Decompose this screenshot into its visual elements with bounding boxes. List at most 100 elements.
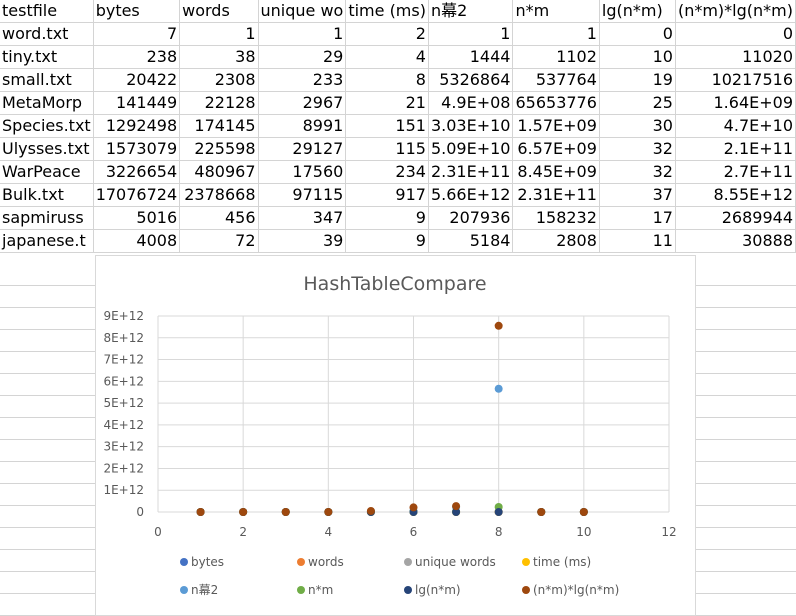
data-point[interactable] [196,508,205,516]
table-cell[interactable]: 21 [345,91,429,115]
column-header[interactable]: unique wo [258,0,347,23]
table-cell[interactable]: 234 [345,160,429,184]
table-cell[interactable]: 2308 [179,68,259,92]
table-cell[interactable]: Bulk.txt [0,183,94,207]
column-header[interactable]: bytes [93,0,181,23]
data-point[interactable] [579,508,588,516]
table-cell[interactable]: 8991 [258,114,347,138]
table-cell[interactable]: 29127 [258,137,347,161]
table-cell[interactable]: 1 [179,22,259,46]
table-cell[interactable]: MetaMorp [0,91,94,115]
table-cell[interactable]: 2689944 [675,206,796,230]
column-header[interactable]: words [179,0,259,23]
table-cell[interactable]: 8.45E+09 [512,160,600,184]
data-point[interactable] [494,508,503,516]
table-cell[interactable]: 1573079 [93,137,181,161]
table-cell[interactable]: 25 [599,91,676,115]
table-cell[interactable]: tiny.txt [0,45,94,69]
table-cell[interactable]: 32 [599,137,676,161]
table-cell[interactable]: word.txt [0,22,94,46]
table-cell[interactable]: 151 [345,114,429,138]
table-cell[interactable]: 29 [258,45,347,69]
table-cell[interactable]: sapmiruss [0,206,94,230]
data-point[interactable] [324,507,333,516]
table-cell[interactable]: WarPeace [0,160,94,184]
table-cell[interactable]: 2.7E+11 [675,160,796,184]
table-cell[interactable]: 1444 [428,45,514,69]
table-cell[interactable]: 3226654 [93,160,181,184]
table-cell[interactable]: 5.66E+12 [428,183,514,207]
table-cell[interactable]: 38 [179,45,259,69]
data-point[interactable] [409,503,418,512]
table-cell[interactable]: 8 [345,68,429,92]
table-cell[interactable]: 233 [258,68,347,92]
column-header[interactable]: time (ms) [345,0,429,23]
table-cell[interactable]: 238 [93,45,181,69]
table-cell[interactable]: 5.09E+10 [428,137,514,161]
table-cell[interactable]: 10 [599,45,676,69]
table-cell[interactable]: 1292498 [93,114,181,138]
table-cell[interactable]: 2 [345,22,429,46]
table-cell[interactable]: 1 [258,22,347,46]
table-cell[interactable]: 2.1E+11 [675,137,796,161]
data-point[interactable] [537,507,546,516]
table-cell[interactable]: 2967 [258,91,347,115]
table-cell[interactable]: 1.57E+09 [512,114,600,138]
column-header[interactable]: n*m [512,0,600,23]
table-cell[interactable]: 20422 [93,68,181,92]
table-cell[interactable]: 2.31E+11 [512,183,600,207]
column-header[interactable]: n幕2 [428,0,514,23]
table-cell[interactable]: 5016 [93,206,181,230]
table-cell[interactable]: 17076724 [93,183,181,207]
data-point[interactable] [452,502,461,511]
table-cell[interactable]: 11 [599,229,676,253]
table-cell[interactable]: 97115 [258,183,347,207]
table-cell[interactable]: 9 [345,229,429,253]
data-point[interactable] [494,384,503,393]
table-cell[interactable]: 6.57E+09 [512,137,600,161]
table-cell[interactable]: 8.55E+12 [675,183,796,207]
table-cell[interactable]: 65653776 [512,91,600,115]
table-cell[interactable]: 456 [179,206,259,230]
table-cell[interactable]: 10217516 [675,68,796,92]
table-cell[interactable]: Species.txt [0,114,94,138]
table-cell[interactable]: 158232 [512,206,600,230]
table-cell[interactable]: small.txt [0,68,94,92]
table-cell[interactable]: 30 [599,114,676,138]
table-cell[interactable]: 5326864 [428,68,514,92]
table-cell[interactable]: 4.7E+10 [675,114,796,138]
table-cell[interactable]: 225598 [179,137,259,161]
table-cell[interactable]: 3.03E+10 [428,114,514,138]
table-cell[interactable]: 207936 [428,206,514,230]
table-cell[interactable]: 1.64E+09 [675,91,796,115]
table-cell[interactable]: 115 [345,137,429,161]
data-point[interactable] [239,508,248,516]
table-cell[interactable]: 22128 [179,91,259,115]
table-cell[interactable]: 174145 [179,114,259,138]
data-point[interactable] [452,508,461,516]
table-cell[interactable]: 2808 [512,229,600,253]
table-cell[interactable]: 5184 [428,229,514,253]
table-cell[interactable]: 4.9E+08 [428,91,514,115]
table-cell[interactable]: 37 [599,183,676,207]
table-cell[interactable]: 1 [512,22,600,46]
table-cell[interactable]: 0 [599,22,676,46]
table-cell[interactable]: 17560 [258,160,347,184]
data-point[interactable] [494,321,503,330]
column-header[interactable]: (n*m)*lg(n*m) [675,0,796,23]
column-header[interactable]: lg(n*m) [599,0,676,23]
table-cell[interactable]: japanese.t [0,229,94,253]
table-cell[interactable]: 1102 [512,45,600,69]
table-cell[interactable]: 480967 [179,160,259,184]
table-cell[interactable]: Ulysses.txt [0,137,94,161]
table-cell[interactable]: 19 [599,68,676,92]
table-cell[interactable]: 2378668 [179,183,259,207]
table-cell[interactable]: 0 [675,22,796,46]
table-cell[interactable]: 30888 [675,229,796,253]
table-cell[interactable]: 347 [258,206,347,230]
chart-container[interactable]: HashTableCompare 0 1E+12 2E+12 3E+12 4E+12 5E… [95,255,696,616]
data-point[interactable] [281,507,290,516]
table-cell[interactable]: 2.31E+11 [428,160,514,184]
table-cell[interactable]: 11020 [675,45,796,69]
table-cell[interactable]: 17 [599,206,676,230]
